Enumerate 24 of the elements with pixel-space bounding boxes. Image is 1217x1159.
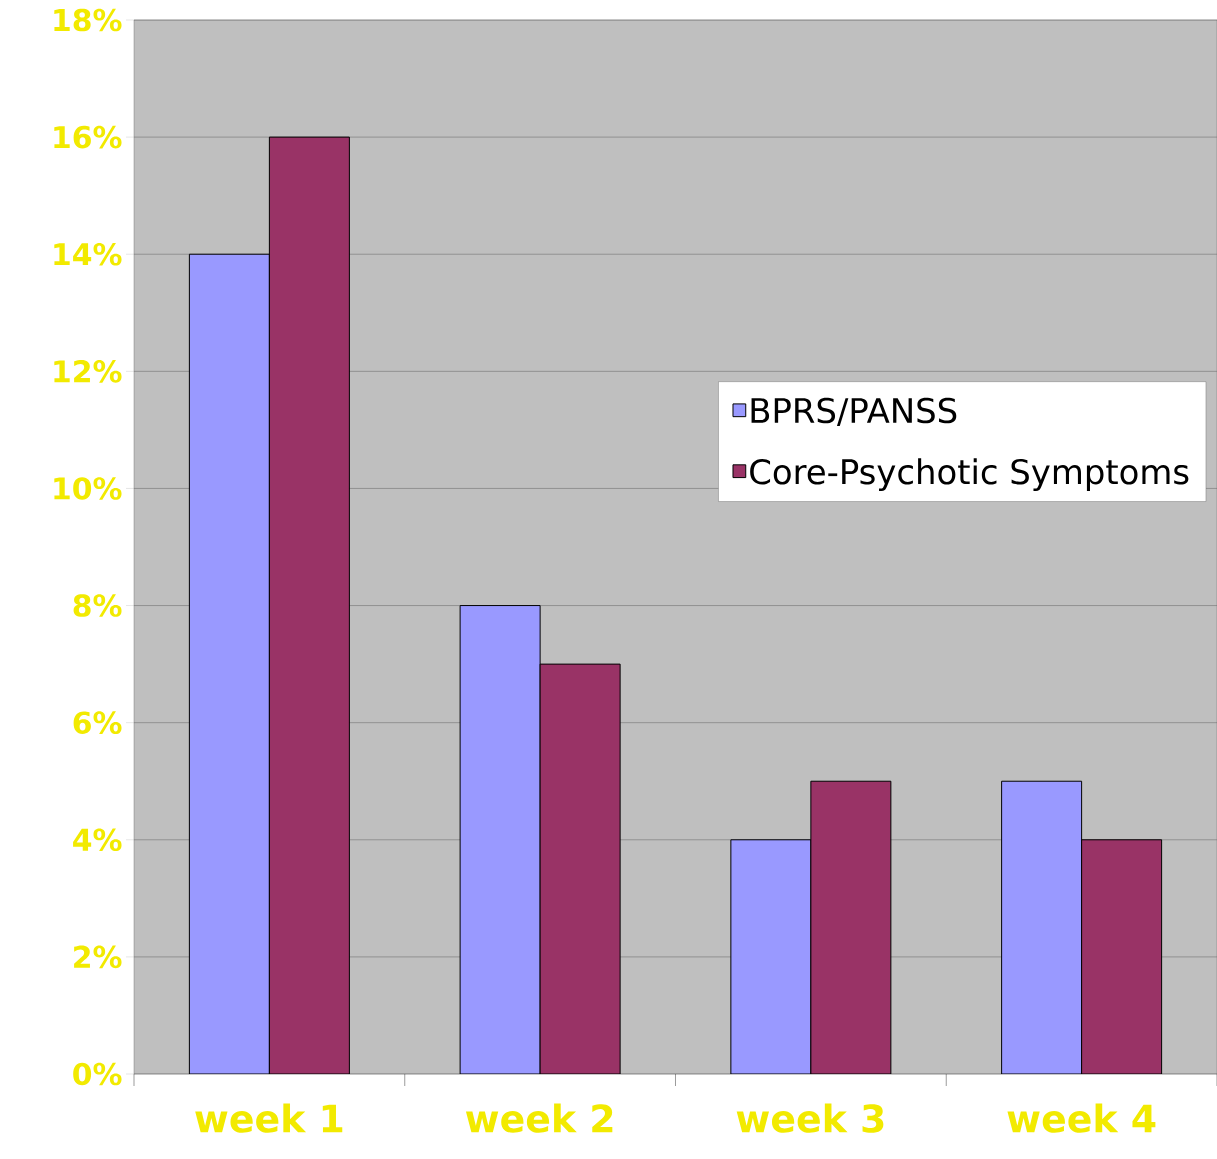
- bar: [1001, 780, 1083, 1074]
- y-tick-label: 2%: [74, 945, 122, 969]
- x-tick-label: week 2: [465, 1103, 613, 1133]
- y-tick-label: 14%: [54, 242, 122, 266]
- legend-label: Core-Psychotic Symptoms: [750, 458, 1189, 492]
- x-tick-label: week 4: [1007, 1103, 1156, 1133]
- y-tick-label: 8%: [73, 594, 122, 617]
- bar: [810, 780, 892, 1074]
- y-tick-label: 6%: [73, 711, 122, 734]
- x-tick-label: week 1: [195, 1103, 343, 1133]
- y-tick-label: 16%: [54, 125, 122, 149]
- bar: [730, 839, 812, 1074]
- y-tick-label: 12%: [54, 360, 122, 383]
- bar: [539, 663, 621, 1074]
- y-tick-label: 10%: [54, 477, 122, 500]
- bar: [268, 136, 350, 1074]
- bar: [1081, 839, 1163, 1074]
- y-tick-label: 4%: [73, 828, 122, 852]
- y-tick-label: 0%: [73, 1062, 122, 1086]
- y-tick-label: 18%: [54, 8, 122, 32]
- legend-label: BPRS/PANSS: [751, 397, 957, 426]
- bar: [188, 253, 270, 1074]
- bar: [459, 605, 541, 1074]
- x-tick-label: week 3: [736, 1103, 884, 1133]
